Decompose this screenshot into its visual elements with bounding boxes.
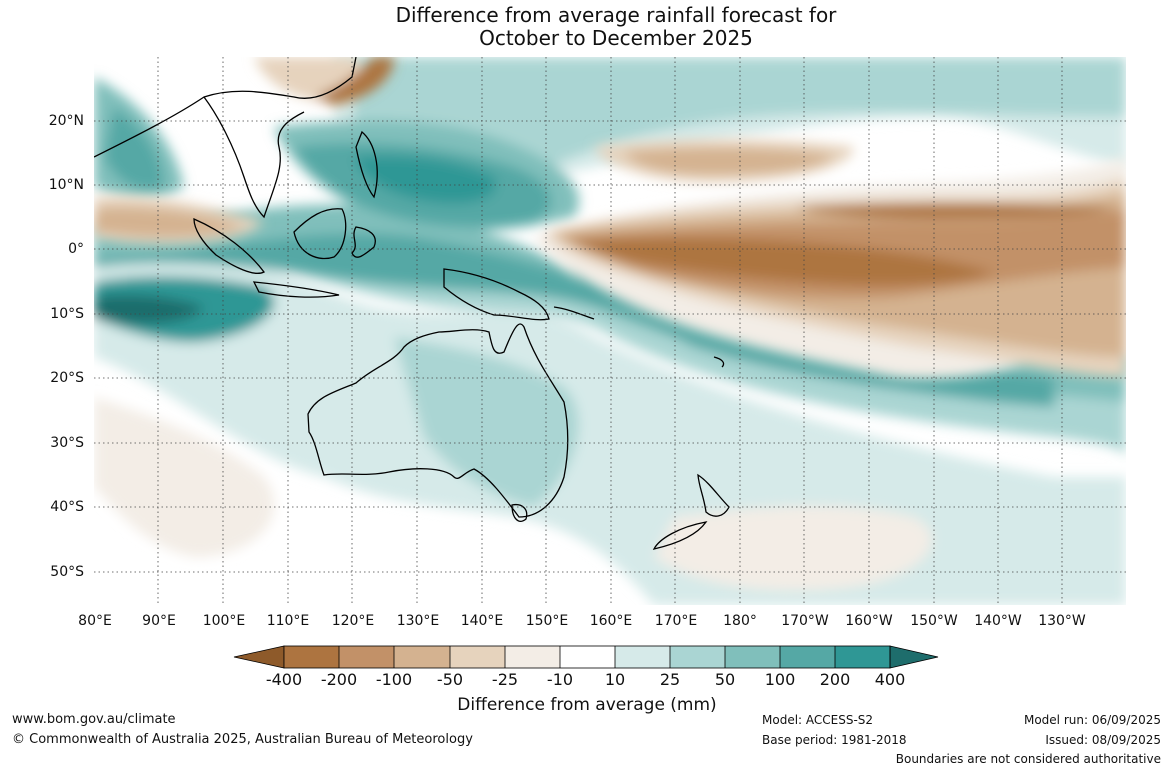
- tasmania-coast: [511, 503, 528, 522]
- colorbar-segment-6: [560, 646, 615, 668]
- boundaries-disclaimer: Boundaries are not considered authoritat…: [895, 752, 1161, 766]
- new-zealand-north: [697, 473, 730, 517]
- website-link[interactable]: www.bom.gov.au/climate: [12, 712, 176, 727]
- colorbar-label-neg25: -25: [491, 670, 519, 689]
- colorbar-segment-11: [835, 646, 890, 668]
- colorbar: [233, 645, 939, 669]
- colorbar-segment-9: [725, 646, 780, 668]
- colorbar-max-extend: [889, 645, 939, 669]
- colorbar-segment-10: [780, 646, 835, 668]
- base-period: Base period: 1981-2018: [762, 733, 907, 747]
- issued-date: Issued: 08/09/2025: [1045, 733, 1161, 747]
- lon-tick-90e: 90°E: [142, 613, 176, 629]
- colorbar-segment-7: [615, 646, 670, 668]
- lat-tick-0: 0°: [68, 241, 84, 257]
- colorbar-label-neg10: -10: [546, 670, 574, 689]
- colorbar-label-50: 50: [714, 670, 736, 689]
- colorbar-segment-2: [339, 646, 394, 668]
- australia-coast: [307, 323, 569, 518]
- lat-tick-20n: 20°N: [48, 113, 84, 129]
- colorbar-label-100: 100: [764, 670, 796, 689]
- lon-tick-140e: 140°E: [460, 613, 504, 629]
- colorbar-min-extend: [233, 645, 285, 669]
- colorbar-label-neg100: -100: [375, 670, 413, 689]
- colorbar-segment-8: [670, 646, 725, 668]
- copyright-notice: © Commonwealth of Australia 2025, Austra…: [12, 732, 473, 747]
- borneo-coast: [293, 208, 347, 260]
- lat-tick-20s: 20°S: [50, 370, 84, 386]
- colorbar-label-400: 400: [874, 670, 906, 689]
- coastlines-sharp: [94, 57, 730, 550]
- lat-tick-40s: 40°S: [50, 499, 84, 515]
- rainfall-anomaly-map: [94, 57, 1126, 605]
- java-coast: [252, 281, 340, 298]
- lat-tick-50s: 50°S: [50, 564, 84, 580]
- new-guinea-coast: [443, 268, 550, 321]
- title-line-2: October to December 2025: [479, 26, 753, 50]
- colorbar-label-neg50: -50: [436, 670, 464, 689]
- colorbar-segment-3: [394, 646, 450, 668]
- lon-tick-160w: 160°W: [845, 613, 893, 629]
- lon-tick-120e: 120°E: [331, 613, 375, 629]
- map-title: Difference from average rainfall forecas…: [0, 4, 1173, 50]
- lon-tick-110e: 110°E: [266, 613, 310, 629]
- sumatra-coast: [193, 218, 265, 274]
- lat-tick-10n: 10°N: [48, 177, 84, 193]
- lat-tick-10s: 10°S: [50, 306, 84, 322]
- map-canvas: [94, 57, 1126, 605]
- colorbar-title: Difference from average (mm): [457, 695, 717, 715]
- lon-tick-130w: 130°W: [1038, 613, 1086, 629]
- lon-tick-130e: 130°E: [396, 613, 440, 629]
- lon-tick-170w: 170°W: [781, 613, 829, 629]
- lon-tick-170e: 170°E: [654, 613, 698, 629]
- colorbar-segment-4: [450, 646, 505, 668]
- title-line-1: Difference from average rainfall forecas…: [395, 3, 837, 27]
- lon-tick-160e: 160°E: [589, 613, 633, 629]
- colorbar-label-10: 10: [604, 670, 626, 689]
- model-run-date: Model run: 06/09/2025: [1023, 713, 1161, 727]
- colorbar-label-200: 200: [819, 670, 851, 689]
- lon-tick-150w: 150°W: [910, 613, 958, 629]
- lon-tick-150e: 150°E: [525, 613, 569, 629]
- sulawesi-coast: [351, 226, 376, 258]
- dry-anomaly-shading: [94, 57, 1126, 591]
- solomon-islands: [553, 306, 595, 320]
- colorbar-segment-5: [505, 646, 560, 668]
- new-zealand-south: [652, 521, 708, 550]
- colorbar-label-neg400: -400: [265, 670, 303, 689]
- model-name: Model: ACCESS-S2: [762, 713, 874, 727]
- lon-tick-80e: 80°E: [78, 613, 112, 629]
- philippines-coast: [355, 130, 378, 199]
- asia-coast: [94, 57, 357, 219]
- gridlines: [94, 57, 1126, 605]
- colorbar-label-25: 25: [659, 670, 681, 689]
- colorbar-label-neg200: -200: [320, 670, 358, 689]
- fiji-islands: [713, 356, 725, 368]
- lon-tick-100e: 100°E: [202, 613, 246, 629]
- lon-tick-140w: 140°W: [974, 613, 1022, 629]
- colorbar-segment-1: [284, 646, 339, 668]
- lat-tick-30s: 30°S: [50, 435, 84, 451]
- lon-tick-180: 180°: [723, 613, 757, 629]
